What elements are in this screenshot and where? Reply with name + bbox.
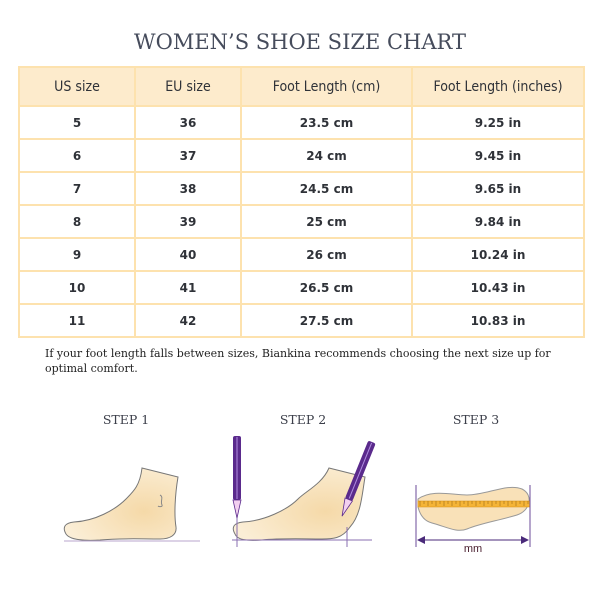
cell-foot-length-in: 10.24 in (411, 237, 585, 272)
table-row: 8 39 25 cm 9.84 in (18, 204, 585, 239)
cell-eu-size: 39 (134, 204, 242, 239)
table-header-row: US size EU size Foot Length (cm) Foot Le… (18, 66, 585, 107)
foot-side-icon (63, 467, 200, 542)
sizing-note: If your foot length falls between sizes,… (45, 347, 551, 375)
step-2-label: STEP 2 (279, 412, 327, 427)
cell-us-size: 7 (18, 171, 136, 206)
table-row: 6 37 24 cm 9.45 in (18, 138, 585, 173)
cell-foot-length-in: 9.45 in (411, 138, 585, 173)
footprint-ruler-icon: mm (415, 485, 531, 553)
cell-foot-length-in: 9.84 in (411, 204, 585, 239)
header-foot-length-cm: Foot Length (cm) (240, 66, 413, 107)
foot-with-pencils-icon (232, 436, 376, 547)
step-1-label: STEP 1 (102, 412, 150, 427)
cell-foot-length-in: 9.65 in (411, 171, 585, 206)
table-row: 5 36 23.5 cm 9.25 in (18, 105, 585, 140)
cell-us-size: 9 (18, 237, 136, 272)
cell-foot-length-cm: 23.5 cm (240, 105, 413, 140)
cell-foot-length-cm: 24.5 cm (240, 171, 413, 206)
header-foot-length-in: Foot Length (inches) (411, 66, 585, 107)
header-eu-size: EU size (134, 66, 242, 107)
cell-us-size: 11 (18, 303, 136, 338)
table-row: 10 41 26.5 cm 10.43 in (18, 270, 585, 305)
pencil-left-icon (232, 436, 242, 519)
size-chart-table: US size EU size Foot Length (cm) Foot Le… (18, 66, 585, 338)
unit-label: mm (464, 543, 482, 553)
table-row: 7 38 24.5 cm 9.65 in (18, 171, 585, 206)
page-title: WOMEN’S SHOE SIZE CHART (134, 30, 466, 54)
table-row: 9 40 26 cm 10.24 in (18, 237, 585, 272)
cell-foot-length-cm: 25 cm (240, 204, 413, 239)
cell-eu-size: 38 (134, 171, 242, 206)
cell-foot-length-in: 10.43 in (411, 270, 585, 305)
cell-foot-length-cm: 27.5 cm (240, 303, 413, 338)
cell-eu-size: 36 (134, 105, 242, 140)
cell-foot-length-cm: 24 cm (240, 138, 413, 173)
cell-foot-length-cm: 26.5 cm (240, 270, 413, 305)
header-us-size: US size (18, 66, 136, 107)
cell-us-size: 10 (18, 270, 136, 305)
cell-foot-length-in: 9.25 in (411, 105, 585, 140)
cell-eu-size: 37 (134, 138, 242, 173)
step-3-label: STEP 3 (452, 412, 500, 427)
pencil-right-icon (341, 441, 376, 517)
cell-foot-length-cm: 26 cm (240, 237, 413, 272)
cell-foot-length-in: 10.83 in (411, 303, 585, 338)
cell-us-size: 6 (18, 138, 136, 173)
table-row: 11 42 27.5 cm 10.83 in (18, 303, 585, 338)
cell-eu-size: 41 (134, 270, 242, 305)
cell-eu-size: 40 (134, 237, 242, 272)
cell-eu-size: 42 (134, 303, 242, 338)
cell-us-size: 8 (18, 204, 136, 239)
cell-us-size: 5 (18, 105, 136, 140)
